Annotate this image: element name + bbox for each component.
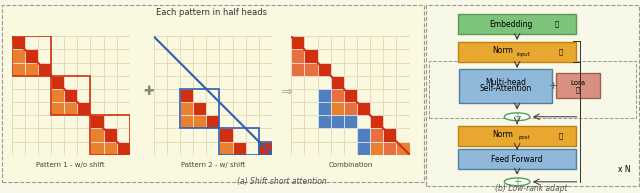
Bar	[51, 89, 64, 102]
Bar	[12, 36, 25, 49]
Text: Self-Attention: Self-Attention	[479, 84, 532, 93]
Bar	[51, 76, 90, 115]
Text: input: input	[516, 52, 531, 57]
Bar	[206, 115, 220, 128]
Bar	[180, 89, 193, 102]
Bar	[305, 49, 317, 63]
Bar	[259, 142, 272, 155]
Bar	[317, 89, 331, 102]
Bar	[220, 142, 232, 155]
Text: Feed Forward: Feed Forward	[492, 155, 543, 164]
Text: 🔥: 🔥	[555, 21, 559, 27]
Bar	[193, 115, 206, 128]
Bar	[64, 89, 77, 102]
Bar	[305, 63, 317, 76]
Text: Multi-head: Multi-head	[485, 79, 526, 87]
Bar	[357, 102, 370, 115]
Bar	[180, 89, 220, 128]
Bar	[344, 89, 357, 102]
Bar	[104, 142, 116, 155]
Text: 🔥: 🔥	[559, 49, 563, 55]
Text: ⇒: ⇒	[280, 85, 292, 99]
Bar	[12, 36, 51, 76]
Bar	[104, 128, 116, 142]
Bar	[331, 102, 344, 115]
Bar	[370, 115, 383, 128]
Bar	[193, 102, 206, 115]
Bar	[232, 142, 246, 155]
Bar	[331, 76, 344, 89]
Bar	[25, 49, 38, 63]
Bar	[291, 63, 305, 76]
Bar	[12, 63, 25, 76]
Bar	[180, 115, 193, 128]
Text: Each pattern in half heads: Each pattern in half heads	[156, 8, 267, 17]
Bar	[317, 63, 331, 76]
Text: Combination: Combination	[328, 162, 372, 168]
Bar	[370, 142, 383, 155]
Bar	[180, 89, 193, 102]
Bar	[90, 115, 130, 155]
Text: +: +	[549, 81, 558, 91]
Bar	[51, 76, 64, 89]
Text: post: post	[518, 135, 529, 141]
Bar	[344, 115, 357, 128]
Bar	[370, 128, 383, 142]
Bar	[220, 128, 259, 155]
Bar	[383, 128, 396, 142]
Text: 🔥: 🔥	[576, 86, 580, 93]
Text: (a) Shift short attention: (a) Shift short attention	[237, 177, 326, 186]
Bar	[116, 142, 130, 155]
Text: (b) Low-rank adapt: (b) Low-rank adapt	[495, 184, 568, 193]
Bar	[77, 102, 90, 115]
Text: 🔥: 🔥	[559, 133, 563, 139]
Bar	[291, 36, 305, 49]
Bar	[259, 142, 272, 155]
Text: +: +	[513, 177, 521, 187]
Text: Lora: Lora	[570, 80, 586, 86]
Bar	[25, 49, 38, 63]
Bar	[77, 102, 90, 115]
Text: Pattern 2 - w/ shift: Pattern 2 - w/ shift	[180, 162, 245, 168]
Bar	[357, 128, 370, 142]
Bar	[232, 142, 246, 155]
Bar	[193, 102, 206, 115]
Bar	[220, 128, 232, 142]
Text: ✚: ✚	[143, 85, 154, 98]
Bar	[180, 102, 193, 115]
Text: Embedding: Embedding	[489, 20, 532, 29]
Text: Norm: Norm	[493, 130, 513, 139]
Bar	[220, 128, 232, 142]
Bar	[259, 142, 272, 155]
Bar	[331, 89, 344, 102]
Text: +: +	[513, 112, 521, 122]
Bar	[64, 102, 77, 115]
Bar	[344, 102, 357, 115]
Bar	[90, 128, 104, 142]
Bar	[38, 63, 51, 76]
Bar	[104, 128, 116, 142]
Text: Pattern 1 - w/o shift: Pattern 1 - w/o shift	[36, 162, 105, 168]
Bar	[206, 115, 220, 128]
Bar	[25, 63, 38, 76]
Text: x N: x N	[618, 165, 630, 174]
Bar	[396, 142, 410, 155]
Bar	[317, 115, 331, 128]
Bar	[383, 142, 396, 155]
Bar	[357, 142, 370, 155]
Bar	[116, 142, 130, 155]
Bar	[90, 142, 104, 155]
Bar	[331, 115, 344, 128]
Bar	[51, 102, 64, 115]
Bar	[291, 49, 305, 63]
Bar	[38, 63, 51, 76]
Bar	[64, 89, 77, 102]
Bar	[12, 36, 25, 49]
Bar	[317, 102, 331, 115]
Bar	[90, 115, 104, 128]
Text: Norm: Norm	[493, 47, 513, 55]
Bar	[51, 76, 64, 89]
Bar	[90, 115, 104, 128]
Bar	[12, 49, 25, 63]
